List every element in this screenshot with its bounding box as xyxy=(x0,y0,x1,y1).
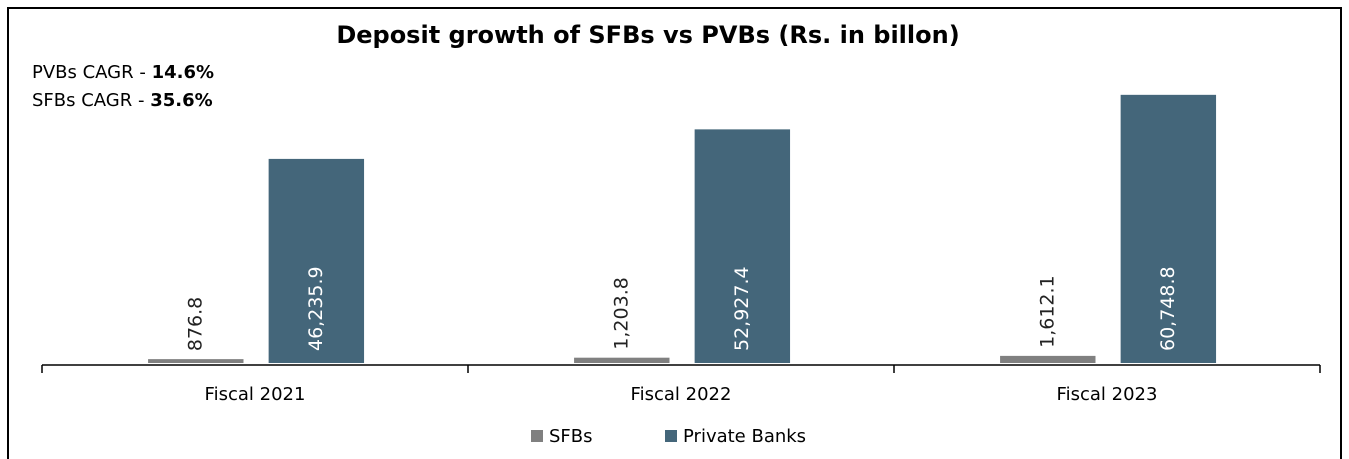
legend-swatch xyxy=(665,430,677,442)
bar xyxy=(148,359,244,363)
annotation: SFBs CAGR - 35.6% xyxy=(32,90,213,111)
x-tick-label: Fiscal 2021 xyxy=(205,384,306,405)
x-tick-label: Fiscal 2022 xyxy=(631,384,732,405)
chart-title: Deposit growth of SFBs vs PVBs (Rs. in b… xyxy=(336,21,959,49)
data-label: 60,748.8 xyxy=(1157,266,1179,351)
data-label: 46,235.9 xyxy=(305,266,327,351)
bar xyxy=(1120,94,1217,364)
legend-label: Private Banks xyxy=(683,426,806,447)
bar xyxy=(268,158,365,363)
annotation: PVBs CAGR - 14.6% xyxy=(32,62,214,83)
data-label: 1,612.1 xyxy=(1036,275,1058,348)
data-label: 1,203.8 xyxy=(610,277,632,350)
legend-swatch xyxy=(531,430,543,442)
annotation-value: 35.6% xyxy=(150,90,212,111)
annotation-text: PVBs CAGR - xyxy=(32,62,152,83)
bar xyxy=(1000,355,1096,363)
bar xyxy=(574,357,670,363)
x-tick-label: Fiscal 2023 xyxy=(1057,384,1158,405)
frame xyxy=(7,7,1342,459)
data-label: 52,927.4 xyxy=(731,266,753,351)
bar xyxy=(694,129,791,363)
legend-label: SFBs xyxy=(549,426,593,447)
annotation-text: SFBs CAGR - xyxy=(32,90,150,111)
data-label: 876.8 xyxy=(184,297,206,351)
annotation-value: 14.6% xyxy=(152,62,214,83)
